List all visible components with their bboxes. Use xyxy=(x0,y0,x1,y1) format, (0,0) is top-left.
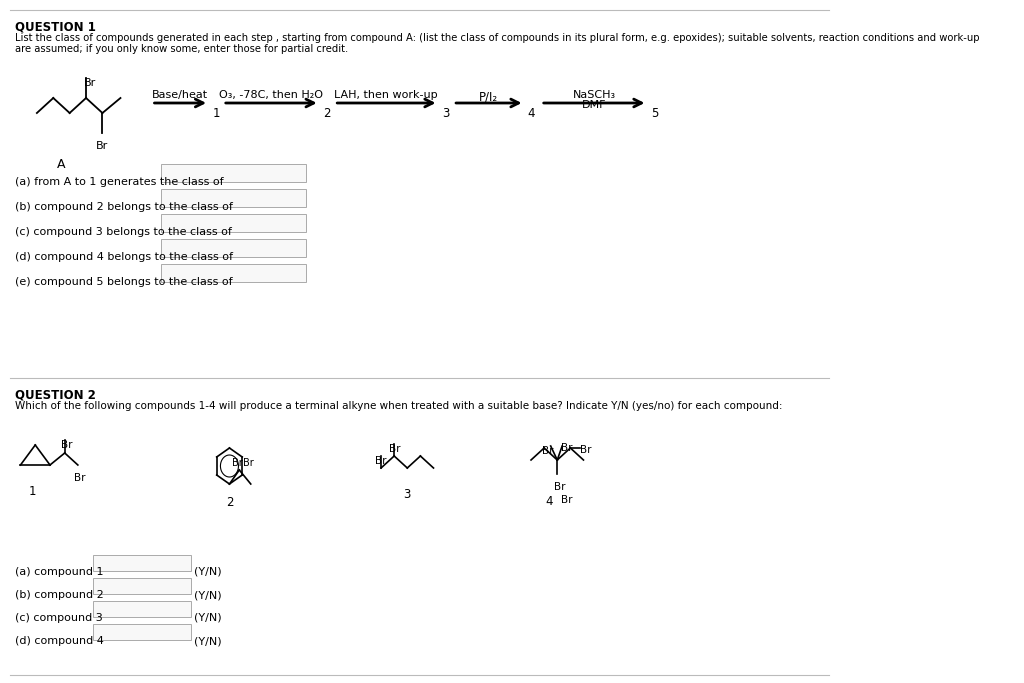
Bar xyxy=(92,555,190,571)
Text: (b) compound 2 belongs to the class of: (b) compound 2 belongs to the class of xyxy=(14,202,232,212)
Text: List the class of compounds generated in each step , starting from compound A: (: List the class of compounds generated in… xyxy=(14,33,979,43)
Text: LAH, then work-up: LAH, then work-up xyxy=(334,90,438,100)
Text: Br: Br xyxy=(375,456,386,466)
Text: Br: Br xyxy=(581,445,592,455)
Text: Br: Br xyxy=(560,495,572,505)
Text: Br: Br xyxy=(560,443,572,453)
Text: Br: Br xyxy=(96,141,109,151)
Text: (Y/N): (Y/N) xyxy=(195,613,222,623)
Text: (Y/N): (Y/N) xyxy=(195,590,222,600)
Bar xyxy=(161,164,306,182)
Text: Br: Br xyxy=(389,444,400,454)
Text: (c) compound 3: (c) compound 3 xyxy=(14,613,102,623)
Text: Br: Br xyxy=(60,440,72,450)
Text: 4: 4 xyxy=(546,495,553,508)
Bar xyxy=(161,239,306,257)
Text: 3: 3 xyxy=(403,488,411,501)
Text: Br: Br xyxy=(543,446,554,456)
Text: Which of the following compounds 1-4 will produce a terminal alkyne when treated: Which of the following compounds 1-4 wil… xyxy=(14,401,782,411)
Text: (e) compound 5 belongs to the class of: (e) compound 5 belongs to the class of xyxy=(14,277,232,287)
Text: O₃, -78C, then H₂O: O₃, -78C, then H₂O xyxy=(219,90,324,100)
Bar xyxy=(161,214,306,232)
Text: Br: Br xyxy=(243,458,253,468)
Text: Br: Br xyxy=(231,458,243,468)
Text: QUESTION 1: QUESTION 1 xyxy=(14,20,95,33)
Text: 1: 1 xyxy=(212,107,220,120)
Bar xyxy=(161,264,306,282)
Text: (c) compound 3 belongs to the class of: (c) compound 3 belongs to the class of xyxy=(14,227,231,237)
Text: 2: 2 xyxy=(323,107,331,120)
Text: (d) compound 4 belongs to the class of: (d) compound 4 belongs to the class of xyxy=(14,252,232,262)
Bar xyxy=(92,601,190,617)
Text: Br: Br xyxy=(554,482,565,492)
Text: A: A xyxy=(57,158,66,171)
Text: (Y/N): (Y/N) xyxy=(195,567,222,577)
Bar xyxy=(161,189,306,207)
Text: 4: 4 xyxy=(527,107,536,120)
Text: Br: Br xyxy=(74,473,85,483)
Text: 3: 3 xyxy=(441,107,450,120)
Text: (Y/N): (Y/N) xyxy=(195,636,222,646)
Text: DMF: DMF xyxy=(582,100,606,110)
Text: (a) from A to 1 generates the class of: (a) from A to 1 generates the class of xyxy=(14,177,223,187)
Text: Br: Br xyxy=(84,78,96,88)
Text: 5: 5 xyxy=(650,107,658,120)
Text: 2: 2 xyxy=(225,496,233,509)
Text: P/I₂: P/I₂ xyxy=(479,90,498,103)
Text: (d) compound 4: (d) compound 4 xyxy=(14,636,103,646)
Text: Base/heat: Base/heat xyxy=(153,90,208,100)
Text: QUESTION 2: QUESTION 2 xyxy=(14,388,95,401)
Text: 1: 1 xyxy=(29,485,37,498)
Text: are assumed; if you only know some, enter those for partial credit.: are assumed; if you only know some, ente… xyxy=(14,44,348,54)
Bar xyxy=(92,578,190,594)
Text: (b) compound 2: (b) compound 2 xyxy=(14,590,103,600)
Text: (a) compound 1: (a) compound 1 xyxy=(14,567,103,577)
Bar xyxy=(92,624,190,640)
Text: NaSCH₃: NaSCH₃ xyxy=(572,90,615,100)
